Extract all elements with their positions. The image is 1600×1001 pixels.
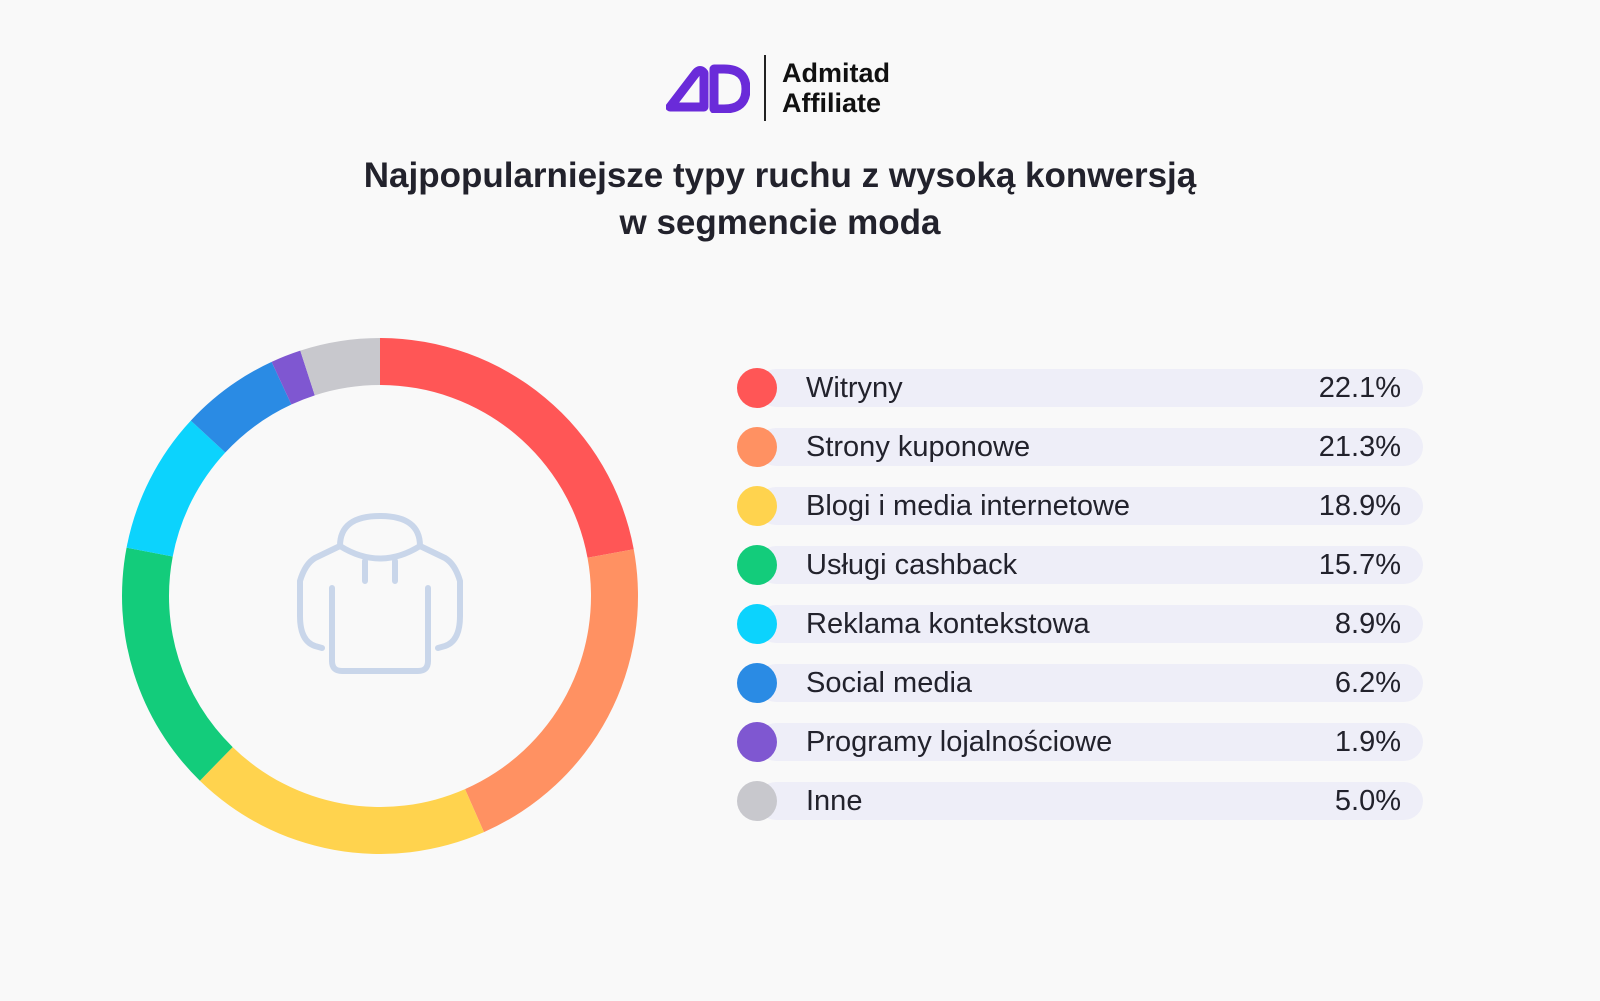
legend-value: 22.1% xyxy=(1318,372,1401,404)
chart-title: Najpopularniejsze typy ruchu z wysoką ko… xyxy=(0,152,1560,246)
legend-color-dot xyxy=(737,545,777,585)
legend-item-background xyxy=(757,664,1423,702)
legend-value: 8.9% xyxy=(1334,608,1401,640)
legend-label: Blogi i media internetowe xyxy=(806,490,1131,522)
legend-label: Reklama kontekstowa xyxy=(806,608,1090,640)
legend-item: Programy lojalnościowe 1.9% xyxy=(737,722,1423,762)
legend-item-background xyxy=(757,369,1423,407)
donut-slice-8 xyxy=(300,338,380,396)
donut-slice-1 xyxy=(380,338,634,558)
legend-label: Social media xyxy=(806,667,973,699)
donut-slice-7 xyxy=(271,350,315,405)
chart-legend: Witryny 22.1% Strony kuponowe 21.3% Blogi i … xyxy=(737,368,1423,840)
legend-color-dot xyxy=(737,427,777,467)
legend-label: Strony kuponowe xyxy=(806,431,1031,463)
legend-item: Usługi cashback 15.7% xyxy=(737,545,1423,585)
legend-item: Witryny 22.1% xyxy=(737,368,1423,408)
legend-color-dot xyxy=(737,604,777,644)
legend-item-background xyxy=(757,782,1423,820)
legend-label: Programy lojalnościowe xyxy=(806,726,1113,758)
legend-color-dot xyxy=(737,486,777,526)
legend-value: 21.3% xyxy=(1318,431,1401,463)
logo-divider xyxy=(764,55,766,121)
legend-color-dot xyxy=(737,722,777,762)
legend-label: Inne xyxy=(806,785,863,817)
chart-title-line1: Najpopularniejsze typy ruchu z wysoką ko… xyxy=(363,156,1197,195)
legend-item-background xyxy=(757,723,1423,761)
legend-item-background xyxy=(757,605,1423,643)
legend-item: Strony kuponowe 21.3% xyxy=(737,427,1423,467)
legend-value: 6.2% xyxy=(1334,667,1401,699)
legend-label: Usługi cashback xyxy=(806,549,1018,581)
legend-color-dot xyxy=(737,781,777,821)
legend-item: Reklama kontekstowa 8.9% xyxy=(737,604,1423,644)
donut-slice-2 xyxy=(465,549,638,833)
brand-line2: Affiliate xyxy=(782,88,882,118)
legend-item: Blogi i media internetowe 18.9% xyxy=(737,486,1423,526)
admitad-logo: Admitad Affiliate xyxy=(666,55,890,121)
legend-label: Witryny xyxy=(806,372,903,404)
admitad-logo-mark-icon xyxy=(666,64,750,113)
legend-color-dot xyxy=(737,368,777,408)
legend-item-background xyxy=(757,546,1423,584)
legend-value: 18.9% xyxy=(1318,490,1401,522)
brand-line1: Admitad xyxy=(782,58,890,88)
donut-slice-5 xyxy=(126,420,226,557)
legend-color-dot xyxy=(737,663,777,703)
legend-value: 1.9% xyxy=(1334,726,1401,758)
legend-item-background xyxy=(757,487,1423,525)
donut-slice-3 xyxy=(199,747,484,855)
legend-value: 15.7% xyxy=(1318,549,1401,581)
donut-slice-4 xyxy=(121,547,233,781)
legend-item-background xyxy=(757,428,1423,466)
chart-title-line2: w segmencie moda xyxy=(619,203,941,242)
donut-chart xyxy=(121,338,638,855)
legend-value: 5.0% xyxy=(1334,785,1401,817)
legend-item: Inne 5.0% xyxy=(737,781,1423,821)
donut-slice-6 xyxy=(190,361,292,453)
hoodie-icon xyxy=(297,513,463,674)
legend-item: Social media 6.2% xyxy=(737,663,1423,703)
